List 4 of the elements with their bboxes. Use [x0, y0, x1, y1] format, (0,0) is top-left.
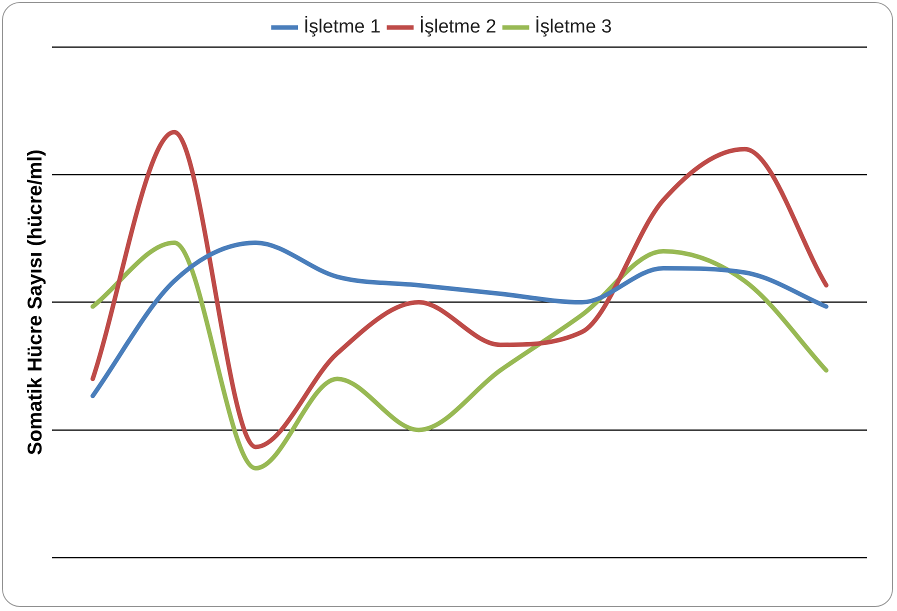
legend-label: İşletme 3: [534, 16, 612, 38]
legend-label: İşletme 1: [304, 16, 381, 38]
legend-label: İşletme 2: [419, 16, 496, 38]
y-axis-title: Somatik Hücre Sayısı (hücre/ml): [24, 149, 47, 456]
